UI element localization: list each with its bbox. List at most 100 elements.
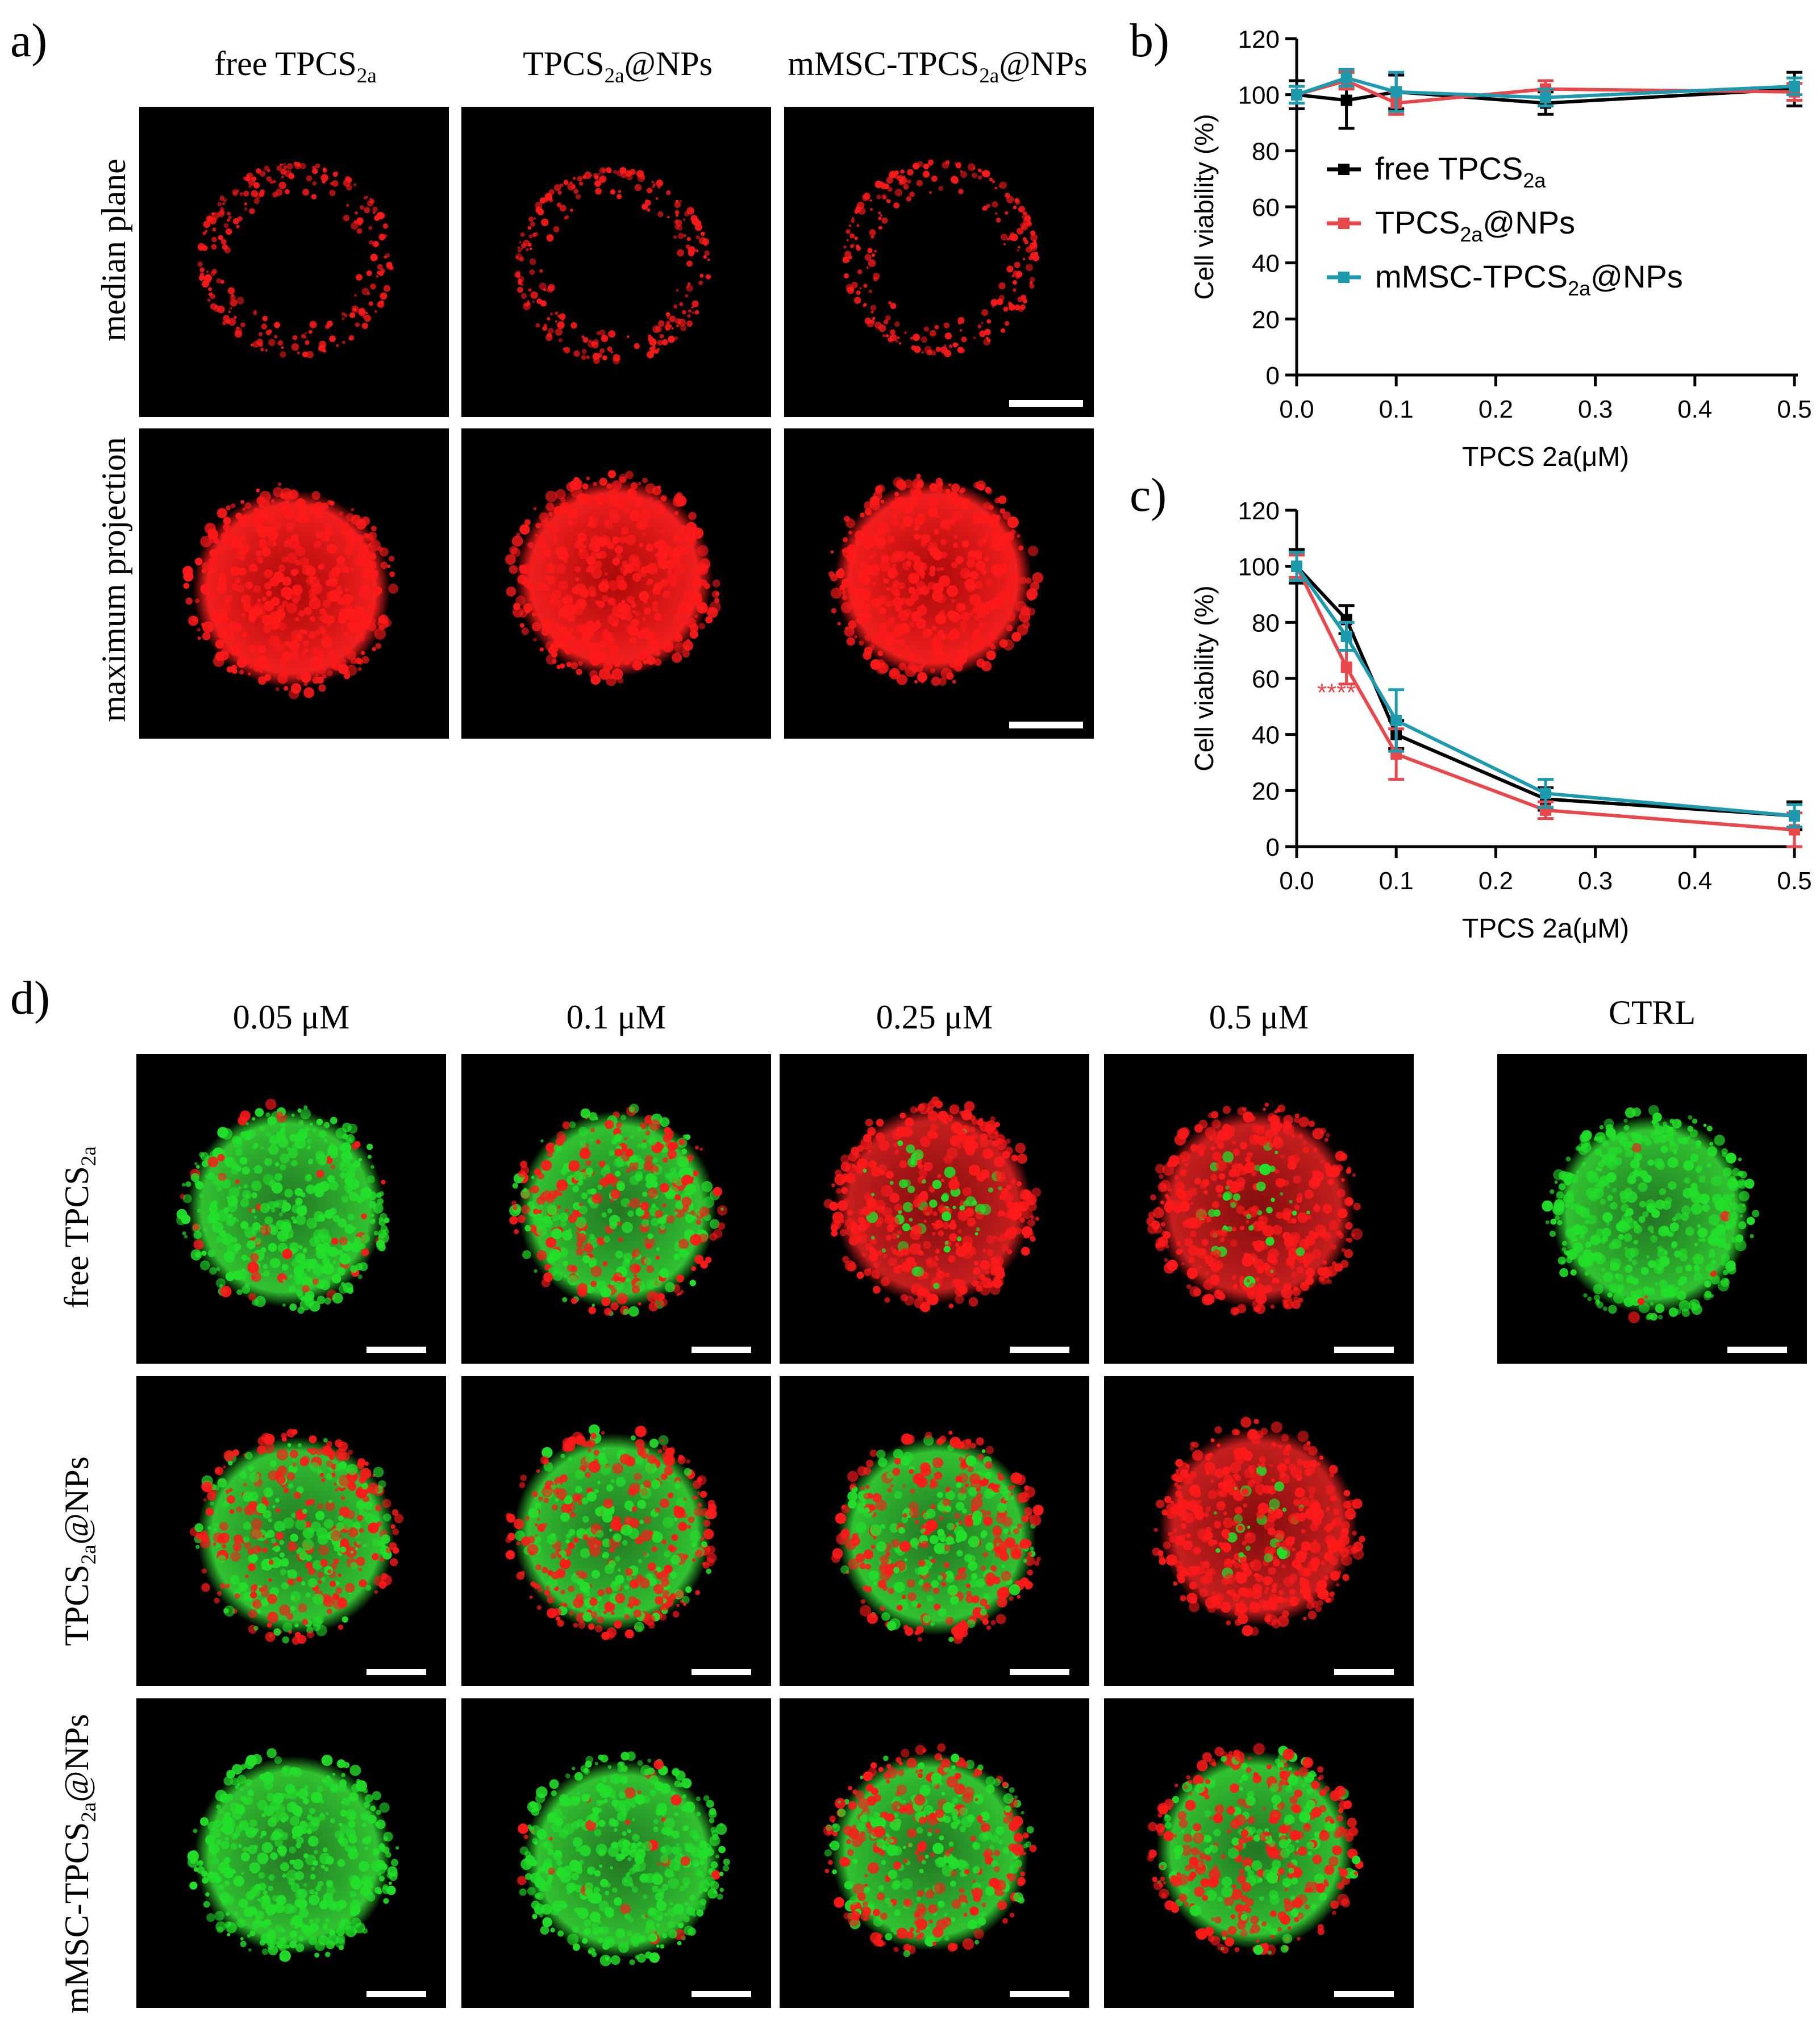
data-point xyxy=(1540,788,1551,799)
x-tick-label: 0.4 xyxy=(1677,395,1712,423)
micrograph-a-median-nps xyxy=(461,107,771,417)
data-point xyxy=(1291,561,1302,572)
micrograph-a-maxproj-mmsc xyxy=(784,428,1094,739)
scale-bar xyxy=(367,1991,426,1997)
micrograph-d-nps-01 xyxy=(461,1376,771,1686)
micrograph-d-nps-005 xyxy=(136,1376,446,1686)
scale-bar xyxy=(1334,1991,1394,1997)
x-tick-label: 0.2 xyxy=(1479,867,1513,895)
panel-d-ctrl-title: CTRL xyxy=(1497,995,1807,1030)
y-tick-label: 80 xyxy=(1252,138,1280,165)
x-tick-label: 0.5 xyxy=(1777,395,1811,423)
micrograph-d-nps-05 xyxy=(1104,1376,1414,1686)
legend-marker xyxy=(1338,218,1350,229)
y-tick-label: 0 xyxy=(1266,834,1280,861)
legend: free TPCS2a TPCS2a@NPs mMSC-TPCS2a@NPs xyxy=(1327,151,1683,300)
panel-a-row-title-maxproj: maximum projection xyxy=(97,409,131,750)
micrograph-d-mmsc-005 xyxy=(136,1698,446,2008)
row-sub: 2a xyxy=(77,1544,101,1564)
x-tick-label: 0.1 xyxy=(1379,867,1414,895)
title-main: TPCS xyxy=(523,45,604,82)
row-main: mMSC-TPCS xyxy=(58,1822,95,2014)
panel-d-row-title-free: free TPCS2a xyxy=(60,1085,94,1369)
x-tick-label: 0.4 xyxy=(1677,867,1712,895)
scale-bar xyxy=(692,1669,751,1675)
title-tail: @NPs xyxy=(999,45,1087,82)
micrograph-d-mmsc-05 xyxy=(1104,1698,1414,2008)
data-point xyxy=(1341,631,1352,642)
row-tail: @NPs xyxy=(58,1714,95,1802)
panel-d-col-title: 0.05 μM xyxy=(136,1000,446,1034)
x-tick-label: 0.1 xyxy=(1379,395,1414,423)
data-point xyxy=(1789,810,1800,822)
x-tick-label: 0.5 xyxy=(1777,867,1811,895)
micrograph-texture xyxy=(784,107,1094,417)
micrograph-d-free-005 xyxy=(136,1054,446,1364)
y-tick-label: 120 xyxy=(1238,26,1280,53)
x-axis-label: TPCS 2a(μM) xyxy=(1462,442,1629,472)
series-2 xyxy=(1289,552,1802,827)
micrograph-texture xyxy=(461,428,771,739)
micrograph-d-free-01 xyxy=(461,1054,771,1364)
scale-bar xyxy=(1009,400,1083,407)
micrograph-texture xyxy=(461,1376,771,1686)
row-sub: 2a xyxy=(77,1802,101,1822)
scale-bar xyxy=(1334,1669,1394,1675)
y-tick-label: 60 xyxy=(1252,194,1280,222)
y-axis-label: Cell viability (%) xyxy=(1189,585,1219,771)
scale-bar xyxy=(1334,1347,1394,1353)
panel-d-row-title-mmsc: mMSC-TPCS2a@NPs xyxy=(60,1690,94,2037)
data-point xyxy=(1341,72,1352,84)
panel-d-col-title: 0.1 μM xyxy=(461,1000,771,1034)
legend-marker xyxy=(1338,164,1350,175)
row-sub: 2a xyxy=(77,1146,101,1166)
micrograph-a-median-free xyxy=(139,107,449,417)
scale-bar xyxy=(1009,722,1083,728)
scale-bar xyxy=(1010,1991,1069,1997)
panel-d-col-title: 0.5 μM xyxy=(1104,1000,1414,1034)
y-tick-label: 80 xyxy=(1252,609,1280,637)
micrograph-a-maxproj-free xyxy=(139,428,449,739)
data-point xyxy=(1540,92,1551,103)
y-tick-label: 20 xyxy=(1252,777,1280,805)
panel-c-label: c) xyxy=(1130,472,1167,519)
y-tick-label: 60 xyxy=(1252,665,1280,693)
panel-a-row-title-median: median plane xyxy=(97,108,131,392)
micrograph-d-mmsc-01 xyxy=(461,1698,771,2008)
title-main: free TPCS xyxy=(214,45,357,82)
scale-bar xyxy=(692,1347,751,1353)
scale-bar xyxy=(367,1669,426,1675)
row-main: TPCS xyxy=(58,1565,95,1646)
micrograph-a-maxproj-nps xyxy=(461,428,771,739)
data-point xyxy=(1341,95,1352,106)
legend-label: free TPCS2a xyxy=(1375,151,1546,192)
scale-bar xyxy=(1010,1347,1069,1353)
y-tick-label: 40 xyxy=(1252,722,1280,749)
legend-label: mMSC-TPCS2a@NPs xyxy=(1375,259,1683,300)
y-tick-label: 100 xyxy=(1238,553,1280,581)
data-point xyxy=(1291,89,1302,101)
x-tick-label: 0.0 xyxy=(1279,395,1314,423)
micrograph-texture xyxy=(1497,1054,1807,1364)
row-tail: @NPs xyxy=(58,1456,95,1544)
micrograph-d-nps-025 xyxy=(780,1376,1089,1686)
scale-bar xyxy=(367,1347,426,1353)
micrograph-texture xyxy=(1104,1054,1414,1364)
micrograph-texture xyxy=(780,1376,1089,1686)
title-tail: @NPs xyxy=(624,45,713,82)
micrograph-d-free-05 xyxy=(1104,1054,1414,1364)
micrograph-texture xyxy=(139,428,449,739)
legend-label: TPCS2a@NPs xyxy=(1375,205,1575,246)
panel-a-col-title-free: free TPCS2a xyxy=(139,47,452,81)
micrograph-texture xyxy=(139,107,449,417)
y-tick-label: 120 xyxy=(1238,497,1280,525)
row-main: free TPCS xyxy=(58,1166,95,1309)
scale-bar xyxy=(1727,1347,1787,1353)
scale-bar xyxy=(692,1991,751,1997)
legend-marker xyxy=(1338,272,1350,283)
micrograph-texture xyxy=(136,1698,446,2008)
